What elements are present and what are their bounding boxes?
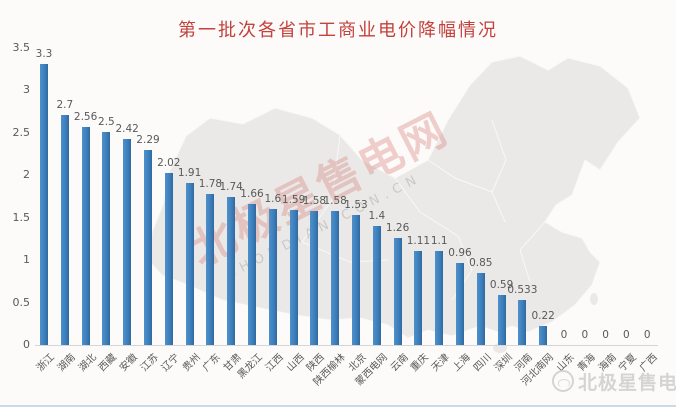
bar: [393, 238, 402, 345]
polar-star-logo-icon: [552, 370, 574, 392]
y-tick-label: 3: [23, 83, 30, 96]
bar-value-label: 0: [602, 329, 609, 341]
bar-value-label: 1.1: [430, 235, 448, 247]
bar-value-label: 0.533: [507, 284, 538, 296]
bar: [248, 204, 256, 345]
bar-value-label: 1.74: [219, 181, 243, 193]
bar: [185, 183, 194, 345]
bar-value-label: 0.22: [531, 310, 555, 322]
bar-value-label: 2.5: [98, 116, 115, 128]
bar-value-label: 2.7: [56, 99, 74, 111]
bar-value-label: 0.59: [489, 279, 514, 291]
bar-value-label: 2.42: [115, 123, 139, 135]
bar-value-label: 1.11: [406, 235, 431, 247]
bar: [372, 226, 381, 345]
bar: [227, 197, 236, 345]
bar: [102, 132, 111, 345]
bar: [331, 211, 340, 345]
bar-value-label: 0.96: [448, 247, 472, 259]
bar-value-label: 1.78: [198, 178, 223, 190]
bar-value-label: 0: [560, 329, 568, 341]
bar: [60, 115, 69, 345]
bar-value-label: 2.02: [157, 157, 181, 169]
bar: [289, 210, 298, 345]
y-tick-label: 3.5: [12, 40, 31, 54]
bar: [456, 263, 464, 345]
y-tick-label: 0: [23, 338, 30, 351]
bar: [144, 150, 152, 345]
y-tick-label: 1: [23, 253, 30, 266]
bar-value-label: 0: [643, 329, 651, 341]
y-tick-label: 2.5: [12, 125, 31, 139]
bar: [206, 194, 215, 345]
bar: [539, 326, 548, 345]
bar: [518, 300, 527, 345]
bar: [310, 211, 319, 345]
bar-value-label: 1.58: [323, 195, 347, 207]
bar-value-label: 1.59: [281, 194, 306, 206]
bar-value-label: 1.66: [240, 188, 264, 200]
bar-value-label: 1.6: [264, 193, 282, 205]
bar: [476, 273, 485, 345]
y-tick-label: 2: [23, 168, 30, 181]
bar-value-label: 1.91: [177, 167, 202, 179]
bar-value-label: 1.4: [368, 210, 386, 222]
bar: [40, 64, 48, 345]
bar: [268, 209, 277, 345]
bar: [81, 127, 90, 345]
bar-value-label: 3.3: [35, 48, 53, 60]
footer-watermark-text: 北极星售电网: [578, 371, 676, 394]
bar-value-label: 0.85: [469, 257, 493, 269]
bar-value-label: 2.56: [73, 111, 98, 123]
bar-value-label: 0: [623, 329, 630, 341]
bar: [497, 295, 506, 345]
chart-title: 第一批次各省市工商业电价降幅情况: [178, 20, 498, 41]
bar: [123, 139, 132, 345]
bar-value-label: 1.58: [302, 195, 327, 207]
bar-value-label: 1.26: [385, 222, 410, 234]
footer-watermark: 北极星售电网: [552, 366, 676, 396]
bar: [164, 173, 173, 345]
bar-value-label: 0: [581, 329, 589, 341]
y-tick-label: 0.5: [12, 295, 31, 309]
bar: [414, 251, 423, 345]
bar-value-label: 1.53: [344, 199, 368, 211]
bar: [435, 251, 444, 345]
bar: [352, 215, 360, 345]
bar-value-label: 2.29: [136, 134, 160, 146]
x-axis-line: [35, 345, 658, 346]
y-tick-label: 1.5: [12, 210, 31, 224]
